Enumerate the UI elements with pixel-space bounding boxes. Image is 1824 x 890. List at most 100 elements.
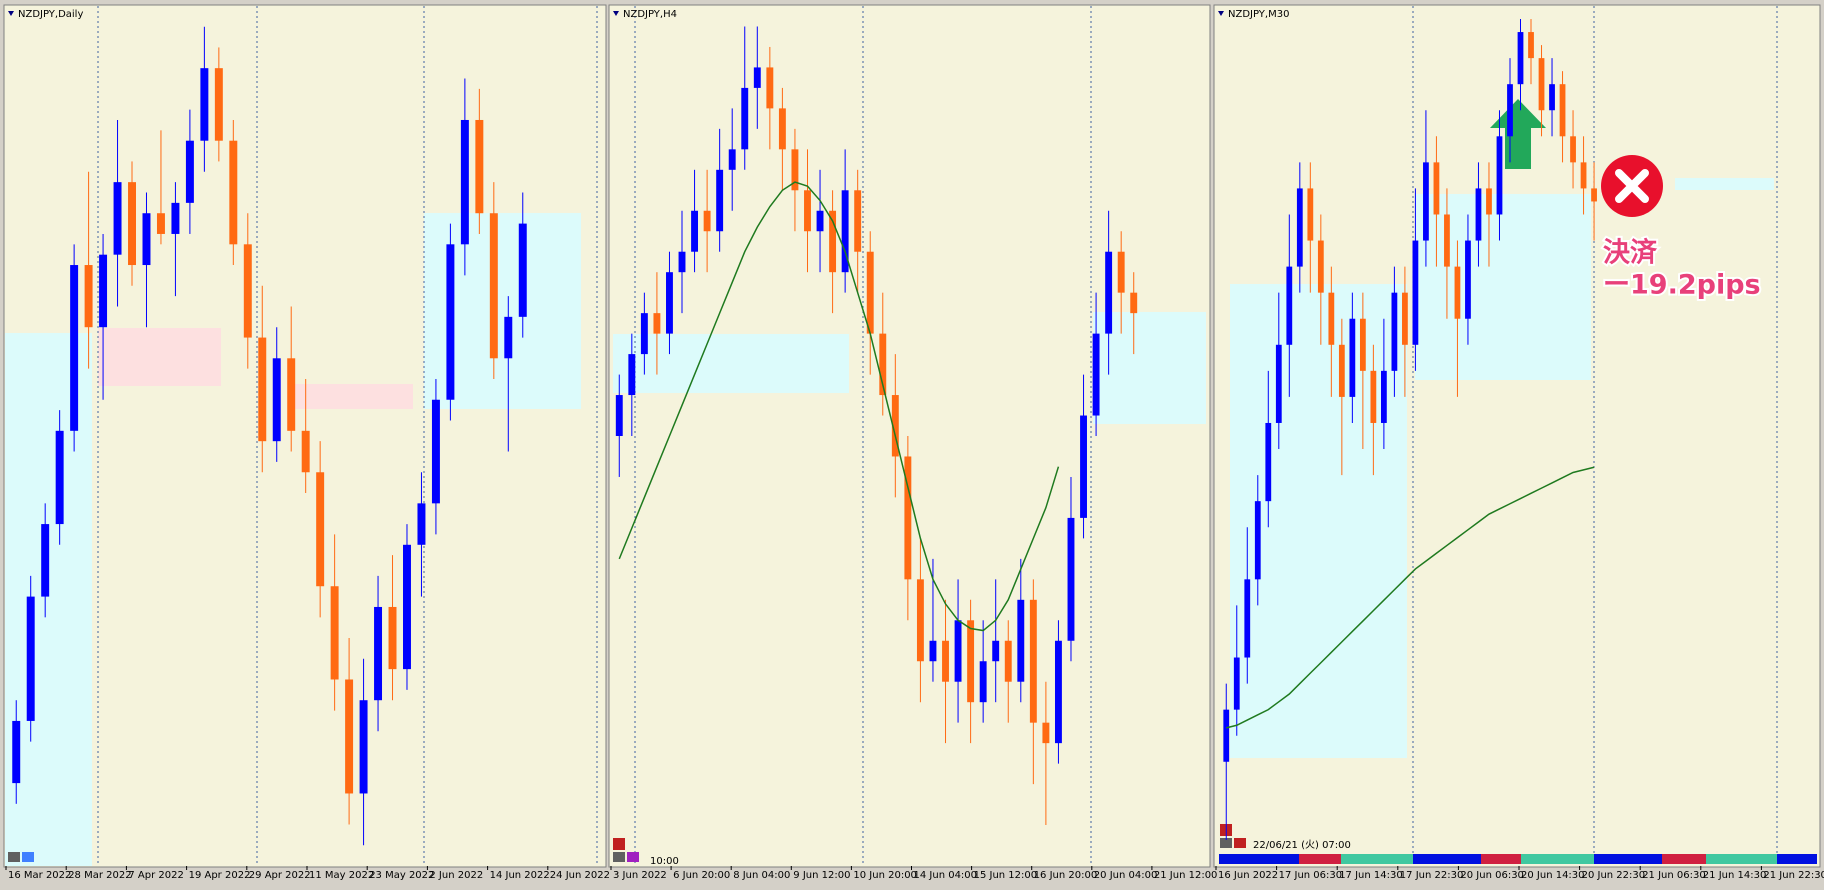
candle-body [330, 586, 339, 680]
x-tick-label: 21 Jun 06:30 [1642, 870, 1706, 881]
x-tick-label: 28 Mar 2022 [68, 870, 131, 881]
moving-average [1226, 466, 1595, 729]
candle-body [1412, 240, 1419, 345]
candle-body [1423, 162, 1429, 241]
x-tick-label: 21 Jun 12:00 [1154, 870, 1218, 881]
candle-body [716, 169, 724, 232]
candle-body [1317, 240, 1324, 293]
candle-body [829, 210, 837, 273]
x-tick-label: 7 Apr 2022 [128, 870, 183, 881]
candle-body [1029, 599, 1037, 723]
candle-body [1549, 84, 1555, 111]
candle-body [403, 544, 411, 670]
candle-body [1233, 657, 1240, 710]
candle-body [1570, 136, 1576, 163]
candle-body [816, 210, 824, 232]
x-tick-label: 16 Jun 20:00 [1034, 870, 1098, 881]
candles [615, 26, 1138, 826]
candle-body [1391, 292, 1398, 371]
candle-body [1296, 188, 1303, 267]
candle-body [70, 265, 79, 431]
x-tick-label: 17 Jun 06:30 [1279, 870, 1343, 881]
candle-body [214, 68, 223, 141]
candle-body [128, 182, 136, 266]
candle-body [1496, 136, 1503, 215]
candle-body [728, 149, 736, 170]
zone [1415, 194, 1591, 380]
icon[interactable] [1220, 838, 1232, 848]
candle-body [1559, 84, 1566, 137]
candle-body [84, 265, 93, 328]
candle-body [942, 640, 949, 682]
x-tick-label: 17 Jun 22:30 [1400, 870, 1464, 881]
x-tick-label: 29 Apr 2022 [249, 870, 311, 881]
zone [5, 333, 92, 866]
candle-body [691, 210, 699, 252]
candle-body [1080, 415, 1087, 518]
candle-body [1454, 266, 1461, 319]
candle-body [374, 606, 383, 701]
x-tick-label: 23 May 2022 [369, 870, 434, 881]
title-marker [8, 11, 14, 16]
candle-body [489, 213, 498, 359]
x-tick-label: 16 Mar 2022 [8, 870, 71, 881]
candles [1223, 19, 1597, 840]
icon[interactable] [613, 852, 625, 862]
candle-body [615, 395, 623, 436]
candle-body [1580, 162, 1587, 189]
icon[interactable] [8, 852, 20, 862]
candle-body [791, 149, 799, 191]
x-tick-label: 20 Jun 14:30 [1521, 870, 1585, 881]
icon[interactable] [1234, 838, 1246, 848]
candle-body [431, 399, 440, 504]
candles [12, 26, 527, 846]
x-tick-label: 21 Jun 22:30 [1763, 870, 1824, 881]
candle-body [1105, 251, 1113, 334]
candle-body [929, 640, 937, 662]
candle-body [55, 430, 64, 525]
candle-body [301, 430, 310, 473]
x-tick-label: 14 Jun 2022 [490, 870, 550, 881]
candle-body [1275, 344, 1282, 423]
icon[interactable] [613, 838, 625, 850]
icon[interactable] [22, 852, 34, 862]
x-tick-label: 3 Jun 2022 [613, 870, 667, 881]
x-tick-label: 20 Jun 22:30 [1582, 870, 1646, 881]
candle-body [287, 358, 296, 431]
candle-body [1130, 292, 1138, 314]
x-tick-label: 11 May 2022 [309, 870, 374, 881]
candle-body [142, 213, 151, 266]
candle-body [1092, 333, 1100, 416]
chart-title: NZDJPY,M30 [1228, 9, 1289, 20]
close-icon-cross [1615, 169, 1649, 203]
title-marker [1218, 11, 1224, 16]
candle-body [417, 503, 426, 545]
candle-body [1402, 292, 1408, 345]
x-tick-label: 6 Jun 20:00 [673, 870, 730, 881]
cursor-label: 22/06/21 (火) 07:00 [1253, 839, 1351, 851]
candle-body [460, 119, 469, 245]
candle-body [1244, 579, 1251, 658]
candle-body [12, 720, 21, 784]
candle-body [841, 190, 849, 273]
candle-body [1465, 240, 1471, 319]
candle-body [678, 251, 686, 273]
candle-body [778, 108, 786, 150]
candle-body [854, 190, 862, 252]
candle-body [41, 524, 50, 597]
x-tick-label: 17 Jun 14:30 [1339, 870, 1403, 881]
candle-body [156, 213, 165, 234]
zone [613, 334, 849, 393]
candle-body [1328, 292, 1335, 345]
candle-body [345, 679, 354, 794]
candle-body [741, 87, 749, 150]
candle-body [804, 190, 811, 232]
candle-body [1380, 370, 1387, 423]
icon[interactable] [627, 852, 639, 862]
candle-body [954, 620, 962, 682]
x-tick-label: 2 Jun 2022 [429, 870, 483, 881]
candle-body [171, 202, 180, 234]
candle-body [1307, 188, 1314, 241]
x-tick-label: 10 Jun 20:00 [853, 870, 917, 881]
